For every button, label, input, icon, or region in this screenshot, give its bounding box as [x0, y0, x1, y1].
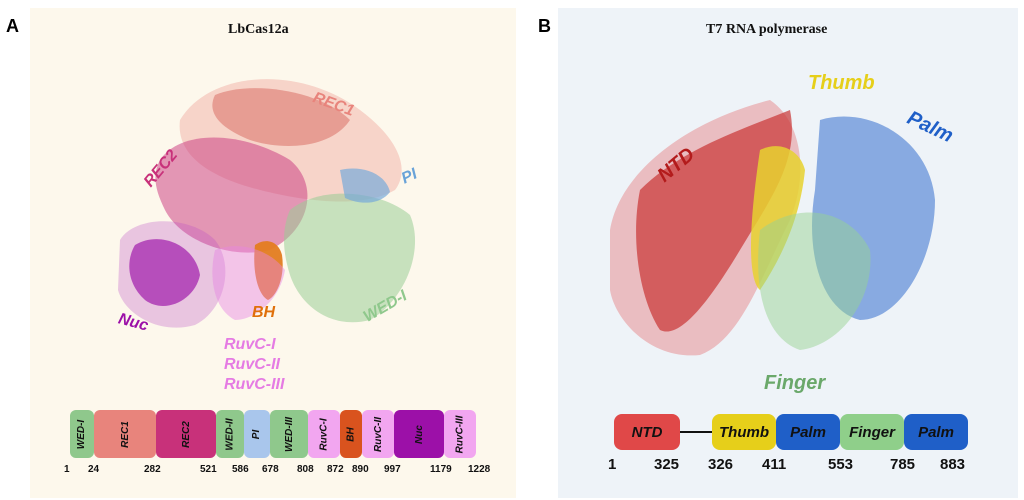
thumb-structure-label: Thumb [808, 72, 875, 94]
panel-a-title: LbCas12a [228, 22, 289, 37]
domain-rec2: REC2 [156, 410, 216, 458]
ruvc1-structure-label: RuvC-I [224, 336, 276, 353]
domain-wed3: WED-III [270, 410, 308, 458]
position-tick: 1 [608, 456, 617, 473]
panel-b-title: T7 RNA polymerase [706, 22, 828, 37]
ruvc3-structure-label: RuvC-III [224, 376, 285, 393]
position-tick: 411 [762, 456, 787, 473]
domain-ruvc3: RuvC-III [444, 410, 476, 458]
domain-ruvc1: RuvC-I [308, 410, 340, 458]
position-tick: 890 [352, 464, 369, 475]
position-tick: 883 [940, 456, 966, 473]
panel-b-label: B [538, 16, 551, 36]
domain-palm-2: Palm [904, 414, 968, 450]
domain-pi: PI [244, 410, 270, 458]
position-tick: 586 [232, 464, 249, 475]
domain-wed1: WED-I [70, 410, 94, 458]
position-tick: 872 [327, 464, 344, 475]
t7rnap-structure [610, 100, 935, 356]
bh-structure-label: BH [252, 304, 276, 321]
panel-a-label: A [6, 16, 19, 36]
position-tick: 1228 [468, 464, 491, 475]
position-tick: 521 [200, 464, 217, 475]
domain-palm-1: Palm [776, 414, 840, 450]
position-tick: 325 [654, 456, 680, 473]
position-tick: 808 [297, 464, 314, 475]
domain-wed2: WED-II [216, 410, 244, 458]
position-tick: 326 [708, 456, 734, 473]
domain-thumb: Thumb [712, 414, 776, 450]
ruvc2-structure-label: RuvC-II [224, 356, 280, 373]
domain-ruvc2: RuvC-II [362, 410, 394, 458]
domain-nuc: Nuc [394, 410, 444, 458]
domain-ntd: NTD [614, 414, 680, 450]
domain-bh: BH [340, 410, 362, 458]
position-tick: 785 [890, 456, 916, 473]
position-tick: 24 [88, 464, 100, 475]
position-tick: 1 [64, 464, 70, 475]
lbcas12a-structure [118, 79, 416, 328]
finger-structure-label: Finger [764, 372, 826, 394]
position-tick: 997 [384, 464, 401, 475]
position-tick: 678 [262, 464, 279, 475]
domain-finger: Finger [840, 414, 904, 450]
position-tick: 282 [144, 464, 161, 475]
domain-rec1: REC1 [94, 410, 156, 458]
position-tick: 1179 [430, 464, 452, 475]
position-tick: 553 [828, 456, 854, 473]
